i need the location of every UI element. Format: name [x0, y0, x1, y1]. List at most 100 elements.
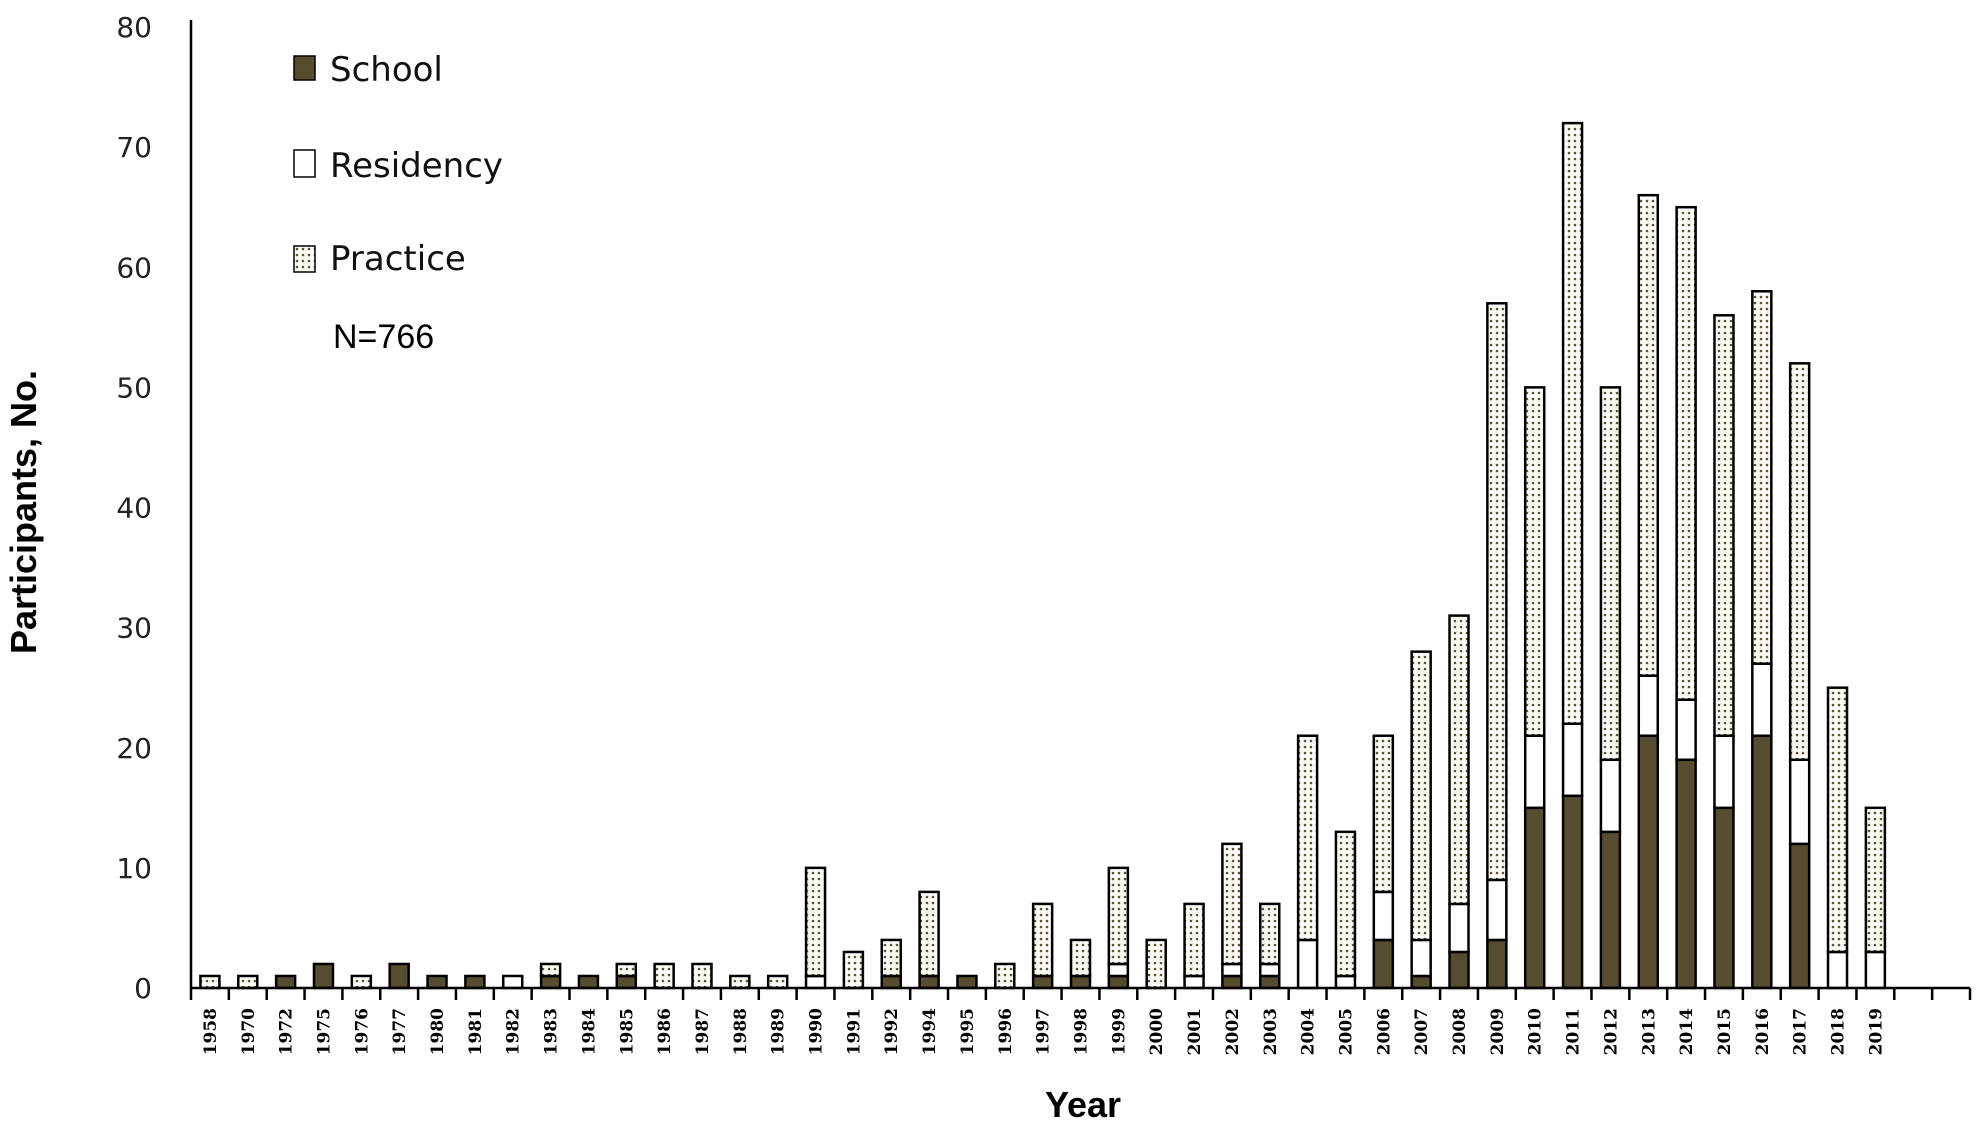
residency-swatch-icon	[293, 149, 316, 178]
bar-segment-practice	[199, 974, 221, 990]
bar-segment-residency	[501, 974, 524, 990]
bar-segment-practice	[1448, 614, 1470, 906]
bar-stack-2018	[1826, 686, 1849, 990]
bar-stack-1990	[804, 866, 827, 990]
bar-segment-practice	[539, 962, 562, 978]
x-tick-label: 1982	[504, 1008, 524, 1055]
bar-stack-1996	[994, 962, 1016, 990]
x-tick-label: 1989	[769, 1008, 789, 1055]
bar-segment-practice	[615, 962, 638, 978]
bar-segment-residency	[1372, 890, 1395, 942]
bar-stack-2009	[1486, 302, 1508, 990]
bar-stack-1980	[426, 974, 448, 990]
legend-label-residency: Residency	[330, 146, 503, 186]
bar-segment-practice	[1372, 734, 1395, 894]
x-tick-label: 1992	[882, 1008, 902, 1055]
bar-segment-practice	[994, 962, 1016, 990]
legend-item-residency: Residency	[293, 146, 503, 186]
bar-stack-2017	[1788, 362, 1811, 990]
bar-segment-practice	[1751, 290, 1773, 665]
x-tick-label: 1958	[201, 1008, 221, 1055]
bar-segment-residency	[1183, 974, 1205, 990]
bar-segment-residency	[804, 974, 827, 990]
bar-stack-1992	[880, 938, 902, 990]
bar-segment-school	[1637, 734, 1660, 990]
x-tick-label: 1980	[428, 1008, 448, 1055]
bar-segment-school	[1599, 830, 1622, 990]
bar-stack-1975	[312, 962, 335, 990]
bar-stack-1989	[766, 974, 789, 990]
bar-segment-practice	[842, 950, 865, 990]
bar-stack-1986	[653, 962, 675, 990]
bar-segment-practice	[1637, 193, 1660, 677]
legend-label-practice: Practice	[330, 239, 466, 279]
bar-segment-school	[312, 962, 335, 990]
bar-stack-2001	[1183, 902, 1205, 990]
bar-stack-2007	[1410, 650, 1432, 990]
bar-segment-practice	[1864, 806, 1887, 954]
bar-segment-school	[918, 974, 940, 990]
bar-stack-1981	[464, 974, 486, 990]
bar-segment-school	[1069, 974, 1092, 990]
bar-segment-residency	[1296, 938, 1319, 990]
bar-segment-residency	[1751, 662, 1773, 737]
y-tick-label: 40	[116, 492, 152, 525]
bar-segment-school	[1107, 974, 1130, 990]
bar-stack-2011	[1561, 121, 1584, 990]
bar-segment-practice	[350, 974, 373, 990]
x-tick-label: 2017	[1791, 1008, 1811, 1055]
bar-segment-residency	[1637, 674, 1660, 737]
y-tick-label: 80	[116, 11, 152, 44]
bar-segment-practice	[804, 866, 827, 978]
axes	[189, 20, 1970, 990]
bar-segment-practice	[880, 938, 902, 978]
y-tick-label: 60	[116, 251, 152, 284]
x-tick-label: 2010	[1526, 1008, 1546, 1055]
y-tick-label: 10	[116, 852, 152, 885]
bar-segment-practice	[1675, 205, 1697, 701]
legend: School Residency Practice	[293, 50, 503, 279]
bar-segment-practice	[1599, 386, 1622, 762]
bar-segment-residency	[1826, 950, 1849, 990]
x-tick-label: 1991	[844, 1008, 864, 1055]
bar-stack-1977	[388, 962, 410, 990]
x-tick-label: 1983	[542, 1008, 562, 1055]
x-tick-label: 1994	[920, 1008, 940, 1055]
bar-stack-2016	[1751, 290, 1773, 990]
bar-stack-2008	[1448, 614, 1470, 990]
bar-stack-1972	[274, 974, 297, 990]
x-tick-label: 1984	[579, 1008, 599, 1055]
bar-segment-residency	[1221, 962, 1243, 978]
bar-segment-school	[1675, 758, 1697, 990]
x-tick-label: 1975	[314, 1008, 334, 1055]
bar-segment-practice	[1788, 362, 1811, 762]
y-tick-label: 20	[116, 732, 152, 765]
bar-segment-school	[1788, 842, 1811, 990]
x-axis-ticks	[189, 988, 1972, 1000]
x-tick-label: 2005	[1336, 1008, 1356, 1055]
bar-stack-1999	[1107, 866, 1130, 990]
x-tick-label: 2019	[1866, 1008, 1886, 1055]
x-tick-label: 2000	[1147, 1008, 1167, 1055]
bar-stack-1997	[1031, 902, 1054, 990]
bar-segment-school	[1259, 974, 1281, 990]
x-tick-label: 1986	[655, 1008, 675, 1055]
bar-segment-school	[577, 974, 600, 990]
bar-stack-1995	[956, 974, 978, 990]
x-tick-label: 1981	[466, 1008, 486, 1055]
bar-segment-school	[1221, 974, 1243, 990]
bar-segment-practice	[1561, 121, 1584, 725]
bar-segment-school	[615, 974, 638, 990]
bar-segment-school	[1372, 938, 1395, 990]
bar-segment-practice	[1410, 650, 1432, 942]
bar-stack-2004	[1296, 734, 1319, 990]
x-tick-label: 1999	[1109, 1008, 1129, 1055]
bar-segment-school	[1031, 974, 1054, 990]
bar-segment-school	[464, 974, 486, 990]
x-tick-label: 1985	[617, 1008, 637, 1055]
y-tick-label: 0	[134, 972, 152, 1005]
x-tick-label: 2007	[1412, 1008, 1432, 1055]
practice-swatch-icon	[293, 245, 316, 273]
bar-stack-1987	[691, 962, 713, 990]
